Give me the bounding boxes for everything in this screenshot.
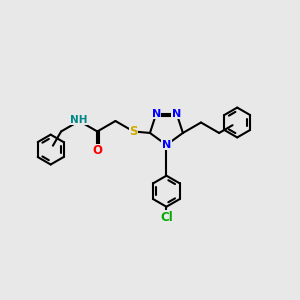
- Text: N: N: [162, 140, 171, 150]
- Text: NH: NH: [70, 115, 88, 124]
- Text: O: O: [92, 144, 102, 158]
- Text: S: S: [129, 125, 138, 138]
- Text: N: N: [172, 109, 181, 118]
- Text: Cl: Cl: [160, 211, 173, 224]
- Text: N: N: [152, 109, 161, 118]
